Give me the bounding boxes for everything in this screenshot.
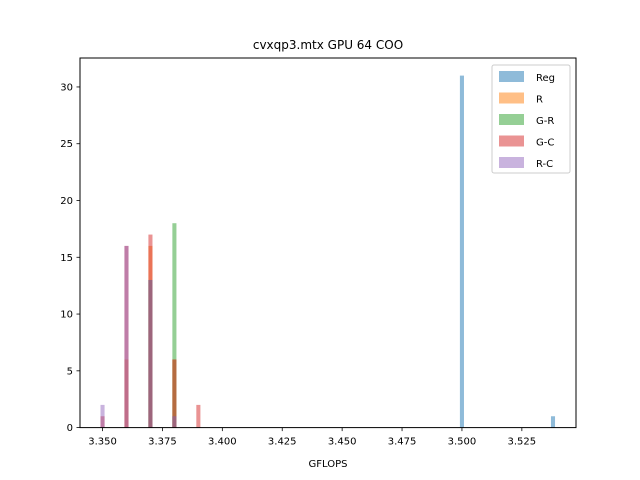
- plot-area-frame: [79, 57, 577, 429]
- y-tick-label: 0: [67, 423, 73, 434]
- x-tick-label: 3.500: [448, 437, 477, 448]
- bar-g-c-4: [196, 404, 201, 428]
- bar-r-c-0: [100, 404, 105, 428]
- y-tick-label: 30: [60, 82, 73, 93]
- legend-swatch-r-c: [499, 157, 524, 168]
- legend-swatch-g-c: [499, 135, 524, 147]
- legend-label-reg: Reg: [536, 73, 555, 84]
- legend-swatch-r: [499, 92, 524, 104]
- y-tick-label: 20: [60, 196, 73, 207]
- y-tick-label: 25: [60, 139, 73, 150]
- legend: Reg R G-R G-C R-C: [491, 64, 571, 174]
- bar-reg-3: [550, 416, 556, 428]
- bar-r-c-2: [148, 279, 153, 428]
- legend-label-g-c: G-C: [536, 138, 554, 149]
- legend-swatch-reg: [499, 71, 524, 82]
- bar-r-c-1: [124, 245, 129, 428]
- x-tick-label: 3.350: [88, 437, 117, 448]
- x-tick-label: 3.400: [208, 437, 237, 448]
- legend-label-r: R: [536, 95, 543, 106]
- bar-g-r-1: [172, 223, 177, 428]
- y-axis-ticks: 0 5 10 15 20 25 30: [60, 82, 80, 434]
- bar-g-c-3: [172, 359, 177, 428]
- x-tick-label: 3.450: [328, 437, 357, 448]
- legend-label-r-c: R-C: [536, 159, 553, 170]
- y-tick-label: 5: [67, 366, 73, 377]
- x-tick-label: 3.475: [388, 437, 417, 448]
- legend-swatch-g-r: [499, 114, 524, 125]
- x-tick-label: 3.525: [508, 437, 537, 448]
- bar-r-c-3: [172, 416, 177, 428]
- x-tick-label: 3.425: [268, 437, 297, 448]
- y-tick-label: 15: [60, 253, 73, 264]
- bar-reg-2: [459, 75, 464, 428]
- chart-title: cvxqp3.mtx GPU 64 COO: [253, 38, 403, 52]
- y-tick-label: 10: [60, 310, 73, 321]
- x-axis-ticks: 3.350 3.375 3.400 3.425 3.450 3.475 3.500 3.525: [88, 427, 537, 448]
- x-axis-label: GFLOPS: [309, 459, 348, 470]
- legend-label-g-r: G-R: [536, 116, 554, 127]
- x-tick-label: 3.375: [148, 437, 177, 448]
- bars-layer: [100, 75, 556, 428]
